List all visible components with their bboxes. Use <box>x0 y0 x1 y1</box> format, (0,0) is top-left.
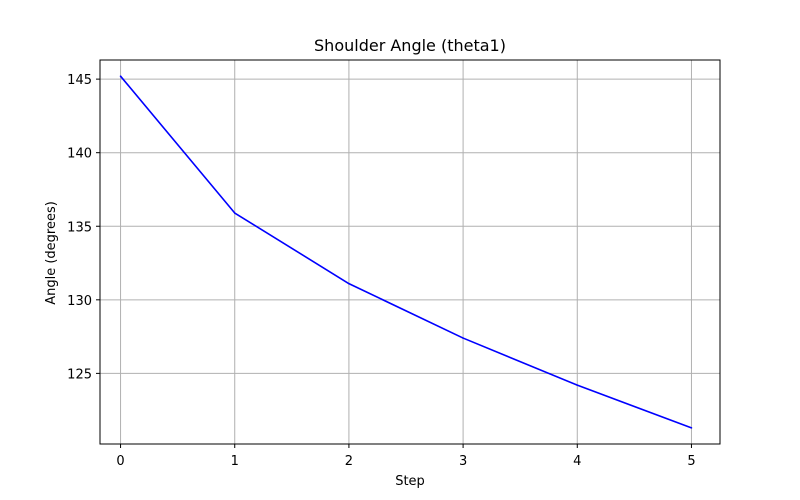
x-tick-label: 4 <box>573 454 581 469</box>
data-point <box>462 337 464 339</box>
data-point <box>233 212 236 214</box>
x-tick-label: 5 <box>687 454 695 469</box>
x-tick-label: 1 <box>231 454 239 469</box>
plot-frame <box>99 59 721 445</box>
data-point <box>119 75 122 77</box>
y-axis-ticks: 125 130 135 140 145 <box>67 73 100 382</box>
series-layer <box>119 75 693 429</box>
chart-title: Shoulder Angle (theta1) <box>314 36 506 55</box>
x-tick-label: 3 <box>459 454 467 469</box>
y-axis-label: Angle (degrees) <box>44 201 59 305</box>
y-tick-label: 135 <box>67 220 92 235</box>
y-tick-label: 140 <box>67 147 92 162</box>
series-line <box>119 75 692 429</box>
y-tick-label: 145 <box>67 73 92 88</box>
x-axis-ticks: 0 1 2 3 4 5 <box>116 444 696 469</box>
grid <box>100 60 720 444</box>
data-point <box>348 282 350 285</box>
data-point <box>690 427 693 429</box>
y-tick-label: 125 <box>67 367 92 382</box>
y-tick-label: 130 <box>67 294 92 309</box>
x-tick-label: 2 <box>345 454 353 469</box>
x-axis-label: Step <box>395 474 425 489</box>
x-tick-label: 0 <box>116 454 124 469</box>
data-point <box>576 384 579 386</box>
